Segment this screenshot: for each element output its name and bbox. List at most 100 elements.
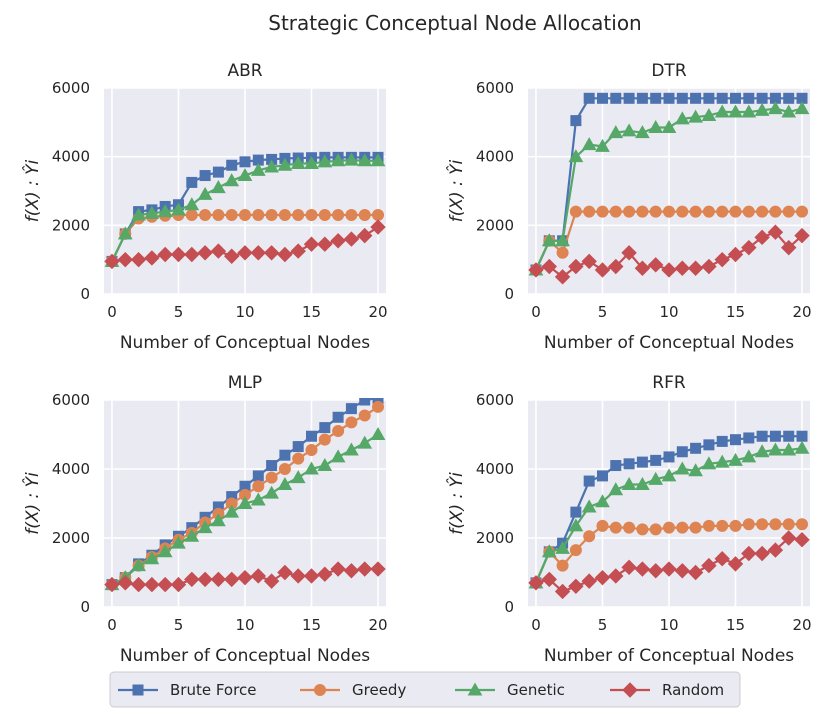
mlp-random-point — [290, 568, 306, 584]
abr-brute-force-point — [212, 166, 224, 178]
rfr-greedy-point — [583, 530, 596, 543]
dtr-brute-force-point — [716, 92, 728, 104]
rfr-random-point — [608, 568, 624, 584]
rfr-genetic-point — [714, 454, 730, 468]
dtr-x-tick-label: 0 — [531, 303, 541, 321]
dtr-genetic-point — [741, 104, 757, 118]
dtr-brute-force-point — [730, 92, 742, 104]
legend-entry-greedy: Greedy — [300, 681, 406, 699]
dtr-greedy-point — [596, 205, 609, 218]
dtr-random-point — [594, 262, 611, 278]
abr-random-point — [184, 246, 200, 263]
dtr-random-point — [634, 260, 651, 276]
legend-box — [109, 671, 741, 708]
legend: Brute Force Greedy Genetic Random — [109, 671, 741, 708]
dtr-greedy-point — [702, 205, 715, 218]
mlp-y-tick-label: 0 — [80, 598, 90, 616]
dtr-y-tick-label: 4000 — [476, 148, 514, 166]
dtr-brute-force-point — [650, 92, 662, 104]
rfr-random-point — [661, 561, 677, 577]
abr-brute-force-point — [186, 176, 198, 188]
abr-greedy-point — [225, 209, 238, 222]
mlp-random-point — [223, 571, 240, 588]
abr-genetic-point — [357, 153, 373, 167]
dtr-genetic-point — [701, 107, 717, 121]
dtr-genetic-point — [714, 104, 730, 118]
abr-random-point — [277, 246, 293, 263]
rfr-greedy-point — [716, 519, 729, 532]
abr-brute-force-point — [199, 170, 211, 182]
abr-random-point — [370, 219, 386, 235]
dtr-brute-force-point — [756, 92, 768, 104]
mlp-x-tick-label: 5 — [174, 616, 184, 634]
dtr-genetic-point — [595, 138, 610, 152]
abr-genetic-point — [250, 162, 266, 176]
dtr-brute-force-point — [596, 92, 608, 104]
rfr-greedy-point — [676, 521, 689, 534]
abr-greedy-point — [332, 209, 345, 222]
dtr-genetic-point — [635, 125, 650, 139]
mlp-genetic-point — [344, 442, 359, 456]
mlp-title: MLP — [228, 373, 262, 393]
rfr-brute-force-point — [596, 470, 608, 482]
mlp-genetic-point — [290, 470, 306, 484]
abr-random-point — [197, 245, 213, 261]
subplot-mlp: 0 5 10 15 20 0 2000 4000 6000 MLP Number of Concep… — [21, 373, 388, 666]
abr-random-point — [343, 231, 360, 247]
rfr-random-point — [581, 573, 597, 589]
abr-greedy-point — [292, 209, 305, 222]
abr-series-group — [104, 151, 386, 270]
rfr-y-axis-label: f(X) : Ŷi — [445, 472, 467, 535]
dtr-genetic-point — [688, 109, 703, 123]
mlp-random-point — [370, 561, 386, 577]
mlp-greedy-point — [305, 444, 318, 457]
dtr-genetic-point — [768, 101, 783, 115]
legend-entry-genetic: Genetic — [455, 681, 565, 699]
mlp-x-axis-label: Number of Conceptual Nodes — [120, 646, 370, 666]
dtr-genetic-point — [728, 104, 743, 118]
legend-genetic-label: Genetic — [507, 681, 565, 699]
dtr-greedy-point — [649, 205, 662, 218]
abr-greedy-point — [345, 209, 358, 222]
dtr-genetic-point — [541, 233, 557, 247]
mlp-brute-force-point — [266, 460, 278, 472]
rfr-greedy-point — [649, 523, 662, 536]
mlp-greedy-point — [278, 463, 291, 475]
rfr-genetic-point — [674, 461, 690, 475]
dtr-greedy-point — [636, 205, 649, 218]
rfr-x-axis-label: Number of Conceptual Nodes — [544, 646, 794, 666]
mlp-genetic-point — [304, 461, 319, 475]
mlp-random-point — [343, 563, 360, 579]
rfr-random-point — [568, 578, 584, 595]
rfr-brute-force-point — [743, 432, 755, 444]
dtr-genetic-point — [794, 101, 810, 115]
rfr-genetic-point — [661, 468, 677, 482]
legend-random-marker — [622, 682, 638, 698]
abr-greedy-point — [372, 209, 385, 222]
rfr-greedy-point — [769, 518, 782, 531]
abr-brute-force-point — [226, 159, 238, 171]
rfr-brute-force-point — [703, 439, 715, 451]
dtr-brute-force-point — [610, 92, 622, 104]
abr-genetic-point — [290, 156, 306, 170]
rfr-brute-force-point — [730, 434, 742, 446]
abr-random-point — [303, 236, 320, 252]
mlp-genetic-point — [330, 449, 346, 463]
rfr-random-point — [727, 556, 744, 572]
dtr-random-point — [581, 253, 597, 270]
mlp-series-group — [104, 398, 386, 593]
mlp-genetic-point — [211, 513, 226, 527]
mlp-brute-force-point — [279, 449, 291, 461]
rfr-genetic-point — [595, 494, 610, 508]
dtr-random-point — [687, 260, 704, 276]
dtr-greedy-point — [583, 205, 596, 218]
abr-greedy-point — [318, 209, 331, 222]
abr-genetic-point — [264, 159, 279, 173]
rfr-brute-force-point — [676, 446, 688, 458]
dtr-random-point — [554, 269, 571, 285]
dtr-brute-force-point — [636, 92, 648, 104]
rfr-random-point — [647, 563, 664, 579]
dtr-greedy-point — [556, 246, 569, 259]
rfr-greedy-point — [796, 518, 809, 531]
